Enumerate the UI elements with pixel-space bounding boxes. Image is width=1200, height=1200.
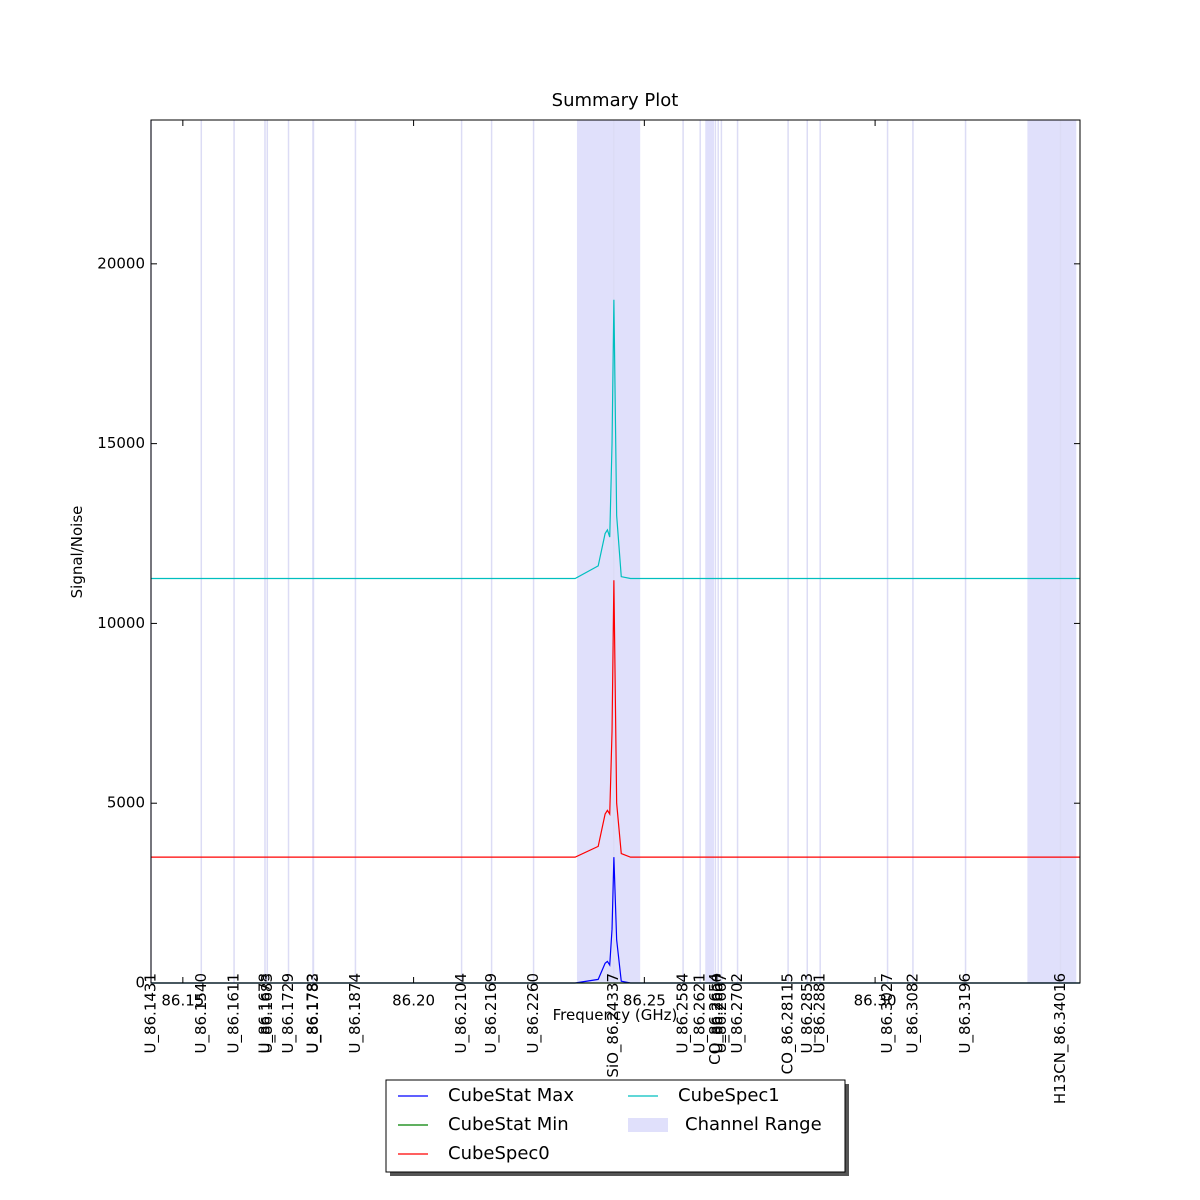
legend-label: CubeSpec1	[678, 1085, 780, 1106]
line-marker-label: CO_86.28115	[779, 973, 798, 1074]
line-marker-label: U_86.2660	[709, 973, 728, 1054]
y-tick-label: 10000	[97, 614, 145, 632]
x-axis-label: Frequency (GHz)	[553, 1006, 678, 1024]
channel-range	[576, 120, 641, 983]
y-tick-label: 15000	[97, 434, 145, 452]
line-marker-label: U_86.2853	[798, 973, 817, 1054]
line-marker-label: U_86.2881	[811, 973, 830, 1054]
line-marker-label: U_86.2104	[452, 973, 471, 1054]
line-marker-label: U_86.1874	[346, 973, 365, 1054]
y-axis-label: Signal/Noise	[68, 506, 86, 599]
channel-range	[705, 120, 715, 983]
legend-label: Channel Range	[685, 1114, 822, 1135]
line-marker-label: CO_86.2654	[706, 973, 725, 1065]
legend-box	[385, 1079, 846, 1173]
line-marker-label: U_86.1782	[303, 973, 322, 1054]
legend-label: CubeStat Min	[448, 1114, 569, 1135]
legend-label: CubeSpec0	[448, 1143, 550, 1164]
line-marker-label: U_86.1729	[279, 973, 298, 1054]
line-marker-label: U_86.1431	[142, 973, 161, 1054]
channel-range	[1027, 120, 1077, 983]
line-marker-label: U_86.3196	[956, 973, 975, 1054]
line-marker-label: U_86.2621	[691, 973, 710, 1054]
line-marker-label: U_86.1683	[258, 973, 277, 1054]
line-marker-label: U_86.2702	[728, 973, 747, 1054]
line-marker-label: U_86.1611	[225, 973, 244, 1054]
y-tick-label: 0	[135, 974, 145, 992]
line-marker-label: U_86.2260	[524, 973, 543, 1054]
line-marker-label: U_86.1678	[255, 973, 274, 1054]
legend: CubeStat Max CubeStat Min CubeSpec0 CubeSpe…	[385, 1079, 849, 1176]
line-marker-label: U_86.3027	[878, 973, 897, 1054]
y-tick-label: 5000	[107, 794, 145, 812]
x-tick-label: 86.25	[623, 992, 666, 1010]
series-line	[151, 299, 1080, 580]
x-tick-label: 86.15	[161, 992, 204, 1010]
line-marker-label: U_86.2584	[674, 973, 693, 1054]
line-marker-label: U_86.2667	[712, 973, 731, 1054]
line-marker-label: U_86.2169	[482, 973, 501, 1054]
series-line	[151, 580, 1080, 858]
x-tick-label: 86.30	[854, 992, 897, 1010]
line-marker-label: U_86.3082	[903, 973, 922, 1054]
y-tick-label: 20000	[97, 254, 145, 272]
chart-title: Summary Plot	[552, 90, 679, 111]
line-marker-label: U_86.1783	[304, 973, 323, 1054]
plot-frame	[150, 119, 1081, 984]
line-marker-label: H13CN_86.34016	[1051, 973, 1070, 1104]
legend-label: CubeStat Max	[448, 1085, 574, 1106]
line-marker-label: U_86.1540	[192, 973, 211, 1054]
legend-swatch	[628, 1118, 668, 1132]
line-marker-label: SiO_86.24337	[604, 973, 623, 1078]
x-tick-label: 86.20	[392, 992, 435, 1010]
